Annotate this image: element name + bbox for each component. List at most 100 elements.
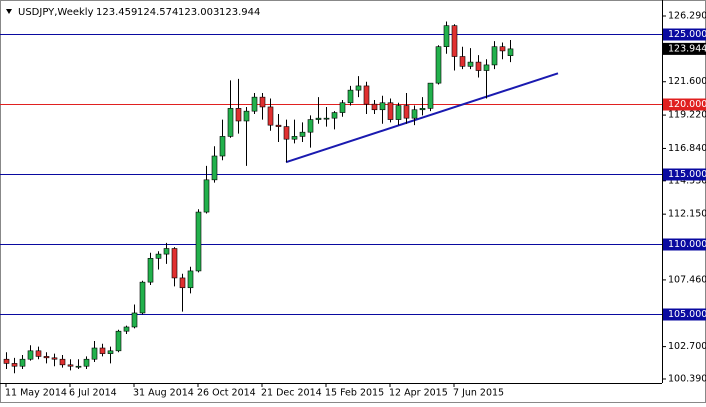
candle-body [283,126,290,140]
candle-body [227,108,234,137]
candle-body [475,61,482,71]
candle-body [27,350,34,360]
level-label: 105.000 [668,309,706,320]
y-tick-label: 116.840 [668,143,706,154]
candle-body [163,248,170,255]
menu-icon[interactable] [6,9,12,14]
candle-body [67,364,74,367]
level-label: 120.000 [668,99,706,110]
candle-body [267,106,274,126]
candle-body [235,108,242,122]
y-tick-label: 100.390 [668,373,706,384]
candle-body [275,124,282,127]
candle-body [243,110,250,122]
x-tick-label: 21 Dec 2014 [261,388,322,399]
candle-body [155,253,162,259]
candle-body [411,109,418,119]
candle-body [91,347,98,360]
candle-body [19,358,26,367]
candle-body [347,89,354,104]
candle-body [179,277,186,289]
last-price-label: 123.944 [668,43,706,54]
y-tick-label: 114.530 [668,175,706,186]
candle-body [115,330,122,352]
candle-body [11,363,18,367]
header-value: 123.944 [219,7,260,18]
y-tick-label: 107.460 [668,274,706,285]
candle-body [203,179,210,213]
level-label-box [663,98,706,111]
candle-body [363,85,370,105]
level-label: 125.000 [668,29,706,40]
candle-body [123,326,130,332]
candle-body [187,270,194,289]
candle-body [43,356,50,359]
candle-body [451,25,458,57]
candle-body [443,25,450,47]
y-tick-label: 112.150 [668,209,706,220]
candle-body [387,102,394,120]
candle-body [507,48,514,56]
level-label: 115.000 [668,169,706,180]
candle-body [99,347,106,354]
candle-body [59,358,66,366]
header-value: 123.003 [178,7,219,18]
x-tick-label: 12 Apr 2015 [389,388,448,399]
candle-body [35,350,42,357]
candle-body [259,96,266,108]
candle-body [459,56,466,67]
candle-body [219,136,226,157]
candle-body [427,82,434,109]
level-label-box [663,308,706,321]
candle-body [467,61,474,67]
last-price-box [663,42,706,55]
candle-body [139,281,146,314]
candle-body [395,105,402,120]
y-tick-label: 121.600 [668,76,706,87]
candle-body [195,211,202,272]
level-label-box [663,238,706,251]
y-tick-label: 126.290 [668,11,706,22]
header-value: 124.574 [137,7,178,18]
candle-body [499,46,506,52]
candle-body [323,117,330,120]
candle-body [435,46,442,84]
candle-body [75,365,82,368]
candle-body [403,105,410,119]
candle-body [211,155,218,181]
candle-body [147,258,154,283]
candle-body [107,350,114,354]
x-tick-label: 6 Jul 2014 [69,388,117,399]
candle-body [419,108,426,111]
candle-body [131,312,138,328]
header-value: 123.459 [96,7,137,18]
level-label-box [663,168,706,181]
x-tick-label: 7 Jun 2015 [453,388,504,399]
x-tick-label: 11 May 2014 [5,388,67,399]
candle-body [3,358,10,364]
candle-body [307,119,314,133]
x-tick-label: 31 Aug 2014 [133,388,194,399]
level-label-box [663,28,706,41]
trendline [285,72,559,164]
candle-body [371,103,378,111]
candle-body [83,358,90,367]
chart-title: USDJPY,Weekly [18,7,94,18]
candle-body [339,102,346,113]
y-tick-label: 119.220 [668,110,706,121]
candle-body [331,112,338,119]
candle-body [491,46,498,66]
level-label: 110.000 [668,239,706,250]
candle-body [355,85,362,91]
candle-body [483,64,490,71]
candle-body [51,357,58,360]
candle-body [171,248,178,279]
y-tick-label: 102.700 [668,341,706,352]
candle-body [251,96,258,112]
x-tick-label: 26 Oct 2014 [197,388,256,399]
candle-body [291,136,298,140]
candle-body [299,131,306,137]
